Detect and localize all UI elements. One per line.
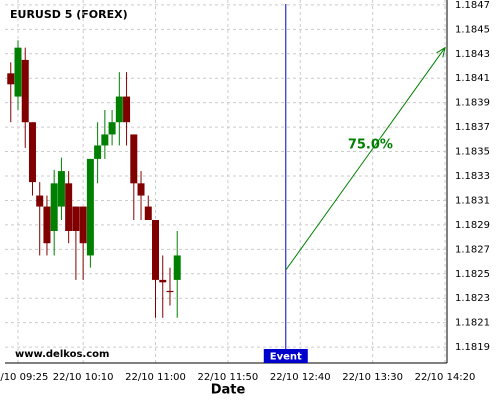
y-tick-label: 1.1825: [455, 269, 490, 280]
y-tick-label: 1.1833: [455, 171, 490, 182]
x-tick-label: 22/10 09:25: [0, 372, 48, 383]
candle-body: [21, 59, 29, 123]
x-tick-label: 22/10 11:50: [197, 372, 258, 383]
candle-body: [14, 47, 22, 97]
candle-body: [130, 134, 138, 184]
candle-body: [101, 134, 109, 146]
candle-body: [28, 122, 36, 183]
candle-body: [123, 96, 131, 123]
candle-body: [173, 255, 181, 280]
x-tick-label: 22/10 10:10: [53, 372, 114, 383]
y-tick-label: 1.1837: [455, 122, 490, 133]
y-tick-label: 1.1847: [455, 0, 490, 11]
y-tick-label: 1.1827: [455, 244, 490, 255]
y-tick-label: 1.1829: [455, 220, 490, 231]
x-axis-label: Date: [211, 383, 246, 398]
arrow-head: [436, 46, 446, 58]
y-tick-label: 1.1839: [455, 98, 490, 109]
x-tick-label: 22/10 13:30: [342, 372, 403, 383]
y-tick-label: 1.1821: [455, 318, 490, 329]
y-tick-label: 1.1841: [455, 73, 490, 84]
chart-title: EURUSD 5 (FOREX): [10, 8, 128, 21]
candle-body: [152, 220, 160, 280]
candle-body: [36, 195, 44, 207]
candle-body: [86, 158, 94, 256]
y-tick-label: 1.1835: [455, 147, 490, 158]
candle-body: [115, 96, 123, 123]
y-tick-label: 1.1819: [455, 342, 490, 353]
candle-body: [72, 206, 80, 231]
x-tick-label: 22/10 11:00: [125, 372, 186, 383]
x-tick-label: 22/10 14:20: [415, 372, 476, 383]
candle-body: [159, 279, 167, 283]
candle-body: [137, 183, 145, 196]
watermark: www.delkos.com: [15, 349, 109, 360]
x-tick-label: 22/10 12:40: [270, 372, 331, 383]
y-tick-label: 1.1845: [455, 24, 490, 35]
candle-body: [108, 122, 116, 135]
y-tick-label: 1.1831: [455, 195, 490, 206]
candle-body: [50, 183, 58, 231]
candle-body: [94, 145, 102, 159]
y-tick-label: 1.1843: [455, 49, 490, 60]
candle-body: [144, 206, 152, 220]
y-tick-label: 1.1823: [455, 293, 490, 304]
candle-body: [166, 290, 174, 293]
candle-body: [43, 206, 51, 244]
candle-body: [7, 73, 15, 85]
candle-body: [79, 206, 87, 244]
candle-body: [57, 171, 65, 207]
projection-arrow: [285, 47, 446, 271]
event-box: [263, 349, 308, 363]
event-label: Event: [270, 352, 302, 363]
projection-label: 75.0%: [348, 137, 393, 152]
candle-body: [65, 183, 73, 231]
